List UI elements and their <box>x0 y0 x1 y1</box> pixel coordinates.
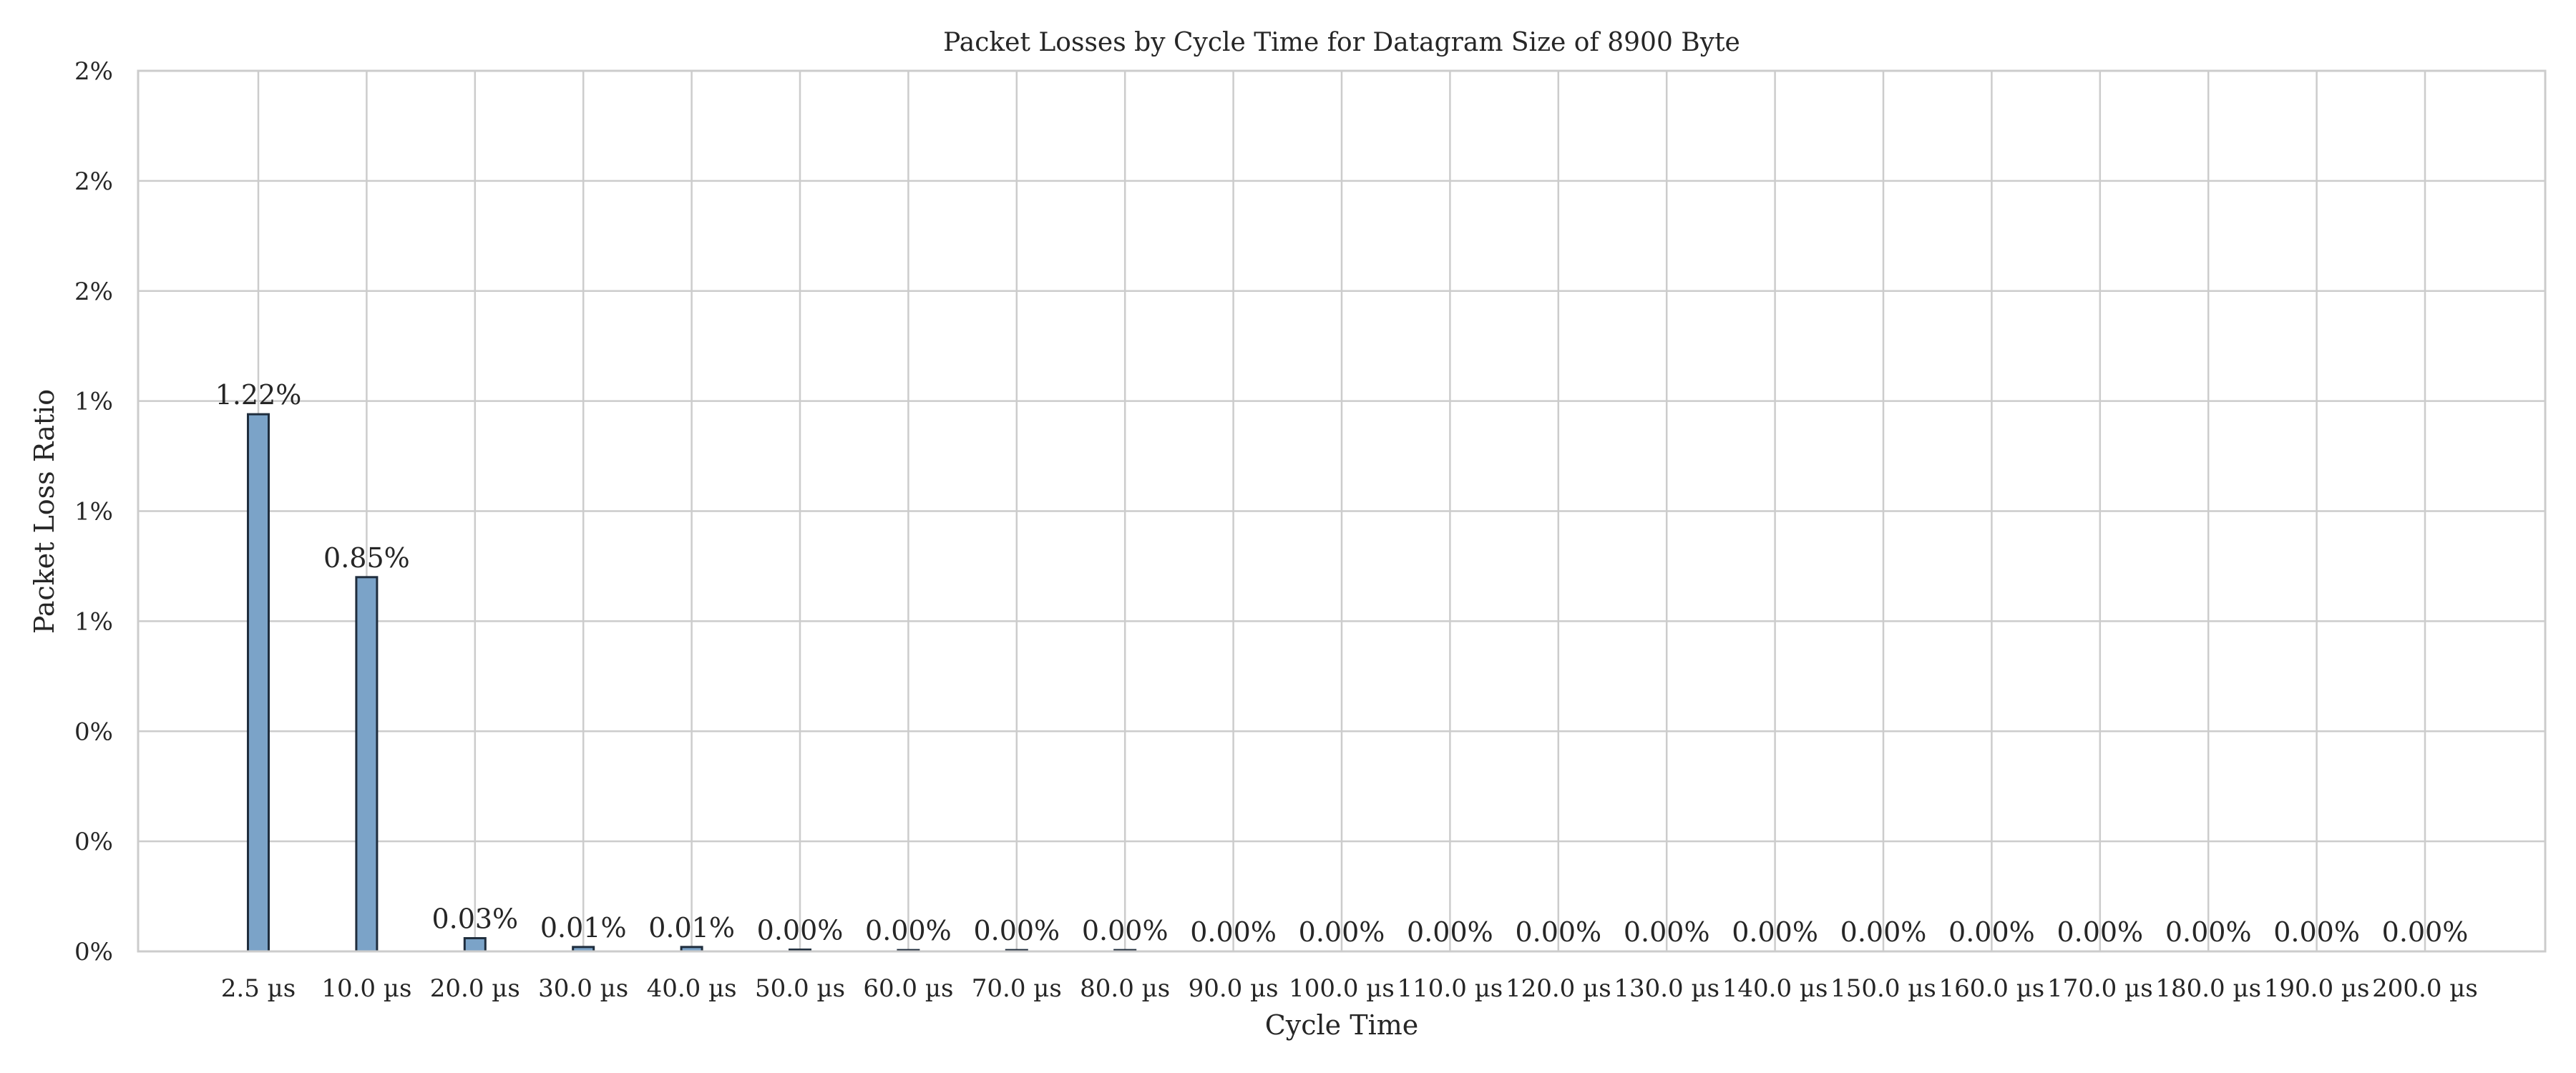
x-tick-label: 190.0 µs <box>2264 974 2370 1003</box>
data-label: 0.00% <box>865 915 952 946</box>
data-label: 0.00% <box>1190 916 1277 948</box>
x-tick-label: 2.5 µs <box>221 974 296 1003</box>
x-tick-label: 20.0 µs <box>430 974 520 1003</box>
y-tick-label: 1% <box>74 498 113 526</box>
bar <box>247 413 270 953</box>
chart-title: Packet Losses by Cycle Time for Datagram… <box>943 28 1740 57</box>
data-label: 0.00% <box>973 915 1060 946</box>
data-label: 0.00% <box>1299 916 1385 948</box>
x-tick-label: 180.0 µs <box>2155 974 2261 1003</box>
x-tick-label: 100.0 µs <box>1289 974 1395 1003</box>
x-tick-label: 10.0 µs <box>321 974 411 1003</box>
data-label: 0.85% <box>323 542 410 574</box>
x-axis-ticks: 2.5 µs 10.0 µs 20.0 µs 30.0 µs 40.0 µs 50.0 µ… <box>221 974 2478 1003</box>
x-tick-label: 200.0 µs <box>2372 974 2478 1003</box>
x-tick-label: 90.0 µs <box>1189 974 1279 1003</box>
data-label: 0.00% <box>1732 916 1818 948</box>
data-label: 0.00% <box>1840 916 1927 948</box>
x-tick-label: 130.0 µs <box>1614 974 1719 1003</box>
y-tick-label: 2% <box>74 57 113 86</box>
plot-frame <box>137 69 2547 953</box>
y-tick-label: 1% <box>74 607 113 636</box>
data-label: 0.00% <box>2273 916 2360 948</box>
x-tick-label: 50.0 µs <box>755 974 845 1003</box>
x-axis-label: Cycle Time <box>1265 1009 1419 1041</box>
bar <box>463 937 487 953</box>
x-tick-label: 110.0 µs <box>1397 974 1503 1003</box>
data-label: 0.00% <box>1515 916 1601 948</box>
data-label: 0.00% <box>2165 916 2252 948</box>
x-tick-label: 150.0 µs <box>1830 974 1936 1003</box>
y-tick-label: 0% <box>74 828 113 856</box>
x-tick-label: 30.0 µs <box>538 974 628 1003</box>
x-tick-label: 120.0 µs <box>1506 974 1611 1003</box>
x-tick-label: 140.0 µs <box>1722 974 1828 1003</box>
data-label: 0.01% <box>540 912 627 944</box>
data-label: 0.00% <box>2057 916 2143 948</box>
bar-data-labels: 1.22% 0.85% 0.03% 0.01% 0.01% 0.00% 0.00% 0.00%… <box>215 379 2469 948</box>
y-axis-label: Packet Loss Ratio <box>29 389 60 634</box>
data-label: 0.00% <box>2382 916 2469 948</box>
data-label: 0.00% <box>1948 916 2035 948</box>
x-tick-label: 170.0 µs <box>2047 974 2153 1003</box>
data-label: 0.00% <box>1624 916 1710 948</box>
x-tick-label: 40.0 µs <box>647 974 737 1003</box>
x-tick-label: 70.0 µs <box>972 974 1062 1003</box>
x-tick-label: 160.0 µs <box>1939 974 2045 1003</box>
y-tick-label: 2% <box>74 278 113 306</box>
data-label: 1.22% <box>215 379 302 411</box>
data-label: 0.00% <box>1407 916 1493 948</box>
y-tick-label: 0% <box>74 717 113 746</box>
y-axis-ticks: 0% 0% 0% 1% 1% 1% 2% 2% 2% <box>74 57 113 966</box>
bars <box>247 413 1137 953</box>
x-tick-label: 60.0 µs <box>863 974 953 1003</box>
y-tick-label: 0% <box>74 938 113 966</box>
data-label: 0.01% <box>648 912 735 944</box>
data-label: 0.03% <box>431 903 518 935</box>
grid-lines <box>138 69 2545 953</box>
y-tick-label: 2% <box>74 167 113 196</box>
bar <box>355 576 379 953</box>
y-tick-label: 1% <box>74 388 113 416</box>
data-label: 0.00% <box>1082 915 1169 946</box>
data-label: 0.00% <box>757 915 844 946</box>
x-tick-label: 80.0 µs <box>1080 974 1170 1003</box>
